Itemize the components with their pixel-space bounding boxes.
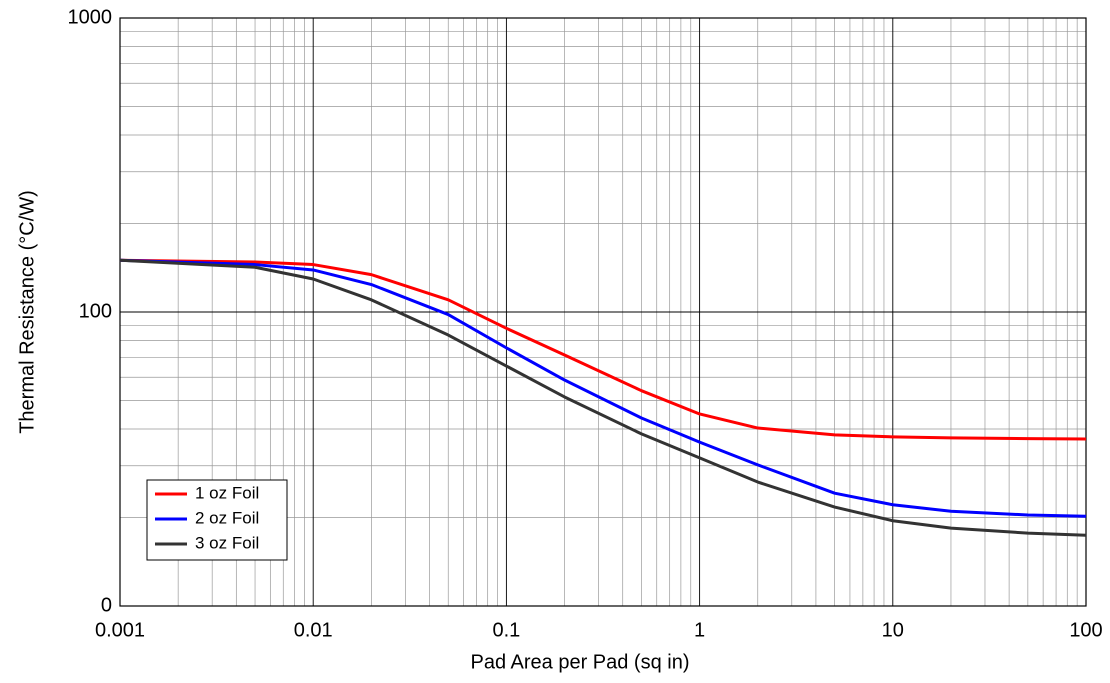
- x-tick-label: 100: [1069, 619, 1102, 641]
- line-series: [119, 258, 1087, 441]
- x-tick-label: 1: [694, 619, 705, 641]
- legend-label: 1 oz Foil: [195, 483, 259, 502]
- legend-label: 3 oz Foil: [195, 533, 259, 552]
- x-tick-label: 0.001: [95, 619, 145, 641]
- y-axis-label: Thermal Resistance (°C/W): [16, 190, 38, 434]
- plot-frame: [119, 17, 1087, 607]
- legend-label: 2 oz Foil: [195, 508, 259, 527]
- line-series: [119, 258, 1087, 518]
- x-tick-label: 10: [882, 619, 904, 641]
- y-tick-label: 100: [79, 300, 112, 322]
- x-axis-label: Pad Area per Pad (sq in): [470, 651, 689, 673]
- line-series: [119, 258, 1087, 537]
- x-tick-label: 0.01: [294, 619, 333, 641]
- x-tick-label: 0.1: [492, 619, 520, 641]
- y-tick-label: 1000: [68, 6, 113, 28]
- y-tick-label: 0: [101, 594, 112, 616]
